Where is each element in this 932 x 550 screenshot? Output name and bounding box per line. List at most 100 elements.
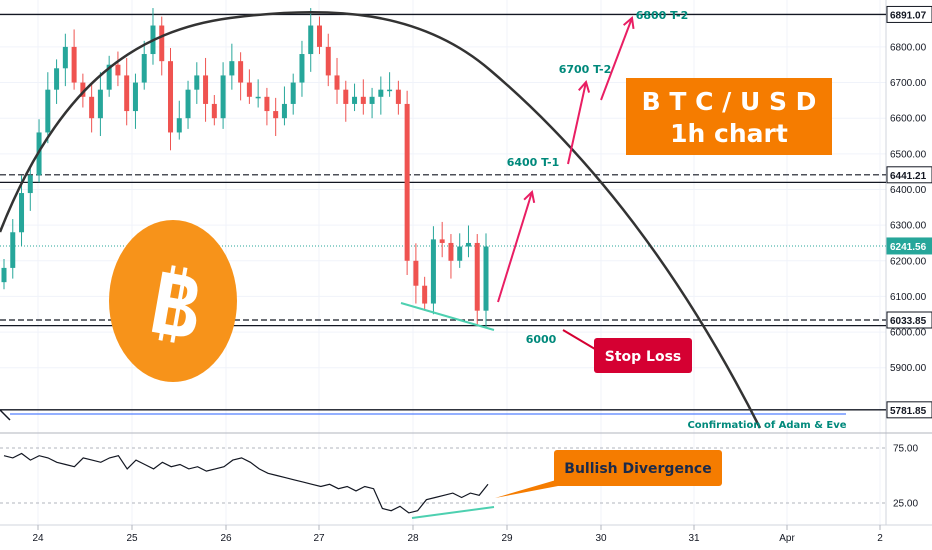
candle [430,239,436,304]
candle [264,96,270,112]
adam-eve-arc [0,10,762,429]
candle [89,96,95,119]
candle [439,239,445,243]
candle [71,46,77,83]
title-background [626,78,832,155]
candle [176,118,182,133]
y-tick-label: 5900.00 [890,363,927,374]
y-tick-label: 6200.00 [890,256,927,267]
indicator-tick-label: 75.00 [893,444,918,455]
target-1-label: 6400 T-1 [507,156,560,169]
candle [325,46,331,76]
y-tick-label: 6400.00 [890,185,927,196]
price-label-text: 6441.21 [890,171,927,182]
candle [246,82,252,97]
candle [194,75,200,90]
candle [281,103,287,119]
chart-subtitle: 1h chart [670,119,788,148]
candle [54,68,60,90]
price-label-box [886,401,932,419]
target-2a-label: 6700 T-2 [559,63,612,76]
candle [448,242,454,261]
candle [299,54,305,83]
stop-loss-label: Stop Loss [562,329,692,373]
candle [220,75,226,119]
arrow-t2b [600,17,633,101]
price-label-box [886,311,932,329]
x-tick-label: 31 [688,533,700,544]
indicator-pane: 25.00 75.00 [0,444,918,519]
y-tick-label: 6800.00 [890,42,927,53]
arrow-t1 [497,191,533,303]
candle [422,285,428,304]
candles [1,8,489,329]
price-labels: 6891.07 6441.21 6241.56 6033.85 5781.85 [886,5,932,419]
candle [124,75,130,112]
target-2b-label: 6800 T-2 [636,9,689,22]
confirmation-tick [0,409,11,421]
support-label: 6000 [526,333,557,346]
bullish-divergence-label: Bullish Divergence [495,450,722,498]
price-label-text: 6891.07 [890,10,927,21]
price-label-box [886,166,932,184]
candle [238,61,244,83]
candle [97,89,103,119]
confirmation-label: Confirmation of Adam & Eve [687,420,846,431]
y-tick-label: 6500.00 [890,149,927,160]
candle [483,246,489,311]
stop-loss-text: Stop Loss [605,349,682,365]
candle [352,96,358,104]
candle [290,82,296,104]
candle [132,82,138,112]
candle [334,75,340,90]
candle [343,89,349,104]
candle [1,267,7,283]
x-tick-label: 2 [877,533,883,544]
y-tick-label: 6700.00 [890,78,927,89]
candle [273,111,279,119]
candle [229,61,235,76]
x-tick-label: 25 [126,533,138,544]
arrow-t2a-head [578,79,591,93]
y-tick-label: 6100.00 [890,292,927,303]
price-label-box [886,237,932,255]
candle [465,242,471,247]
price-label-text: 6033.85 [890,316,927,327]
x-tick-label: 26 [220,533,232,544]
candle [316,25,322,47]
candle [360,96,366,104]
bitcoin-logo-icon [109,220,237,382]
candle [474,242,480,311]
candle [457,246,463,261]
candle [62,46,68,69]
candle [106,64,112,90]
candle [185,89,191,119]
candle [369,96,375,104]
title-box: B T C / U S D 1h chart [626,78,832,155]
candle [45,89,51,133]
candle [404,103,410,261]
candle [203,75,209,104]
arrow-t1-head [523,190,536,203]
candle [255,96,261,99]
candle [80,82,86,97]
candle [308,25,314,55]
x-tick-label: 29 [501,533,513,544]
y-tick-label: 6300.00 [890,221,927,232]
candle [159,25,165,62]
candle [27,175,33,194]
y-axis-ticks: 5900.00 6000.00 6100.00 6200.00 6300.00 6400.… [890,42,927,374]
x-tick-label: 24 [32,533,44,544]
divergence-trendline [411,506,495,519]
candle [115,64,121,76]
x-tick-label: 28 [407,533,419,544]
candle [211,103,217,119]
indicator-tick-label: 25.00 [893,499,918,510]
price-label-text: 5781.85 [890,406,927,417]
rsi-line [3,452,489,514]
price-label-text: 6241.56 [890,242,927,253]
support-trendline [400,302,495,331]
x-axis-ticks: 24 25 26 27 28 29 30 31 Apr 2 [32,525,883,544]
y-tick-label: 6000.00 [890,328,927,339]
